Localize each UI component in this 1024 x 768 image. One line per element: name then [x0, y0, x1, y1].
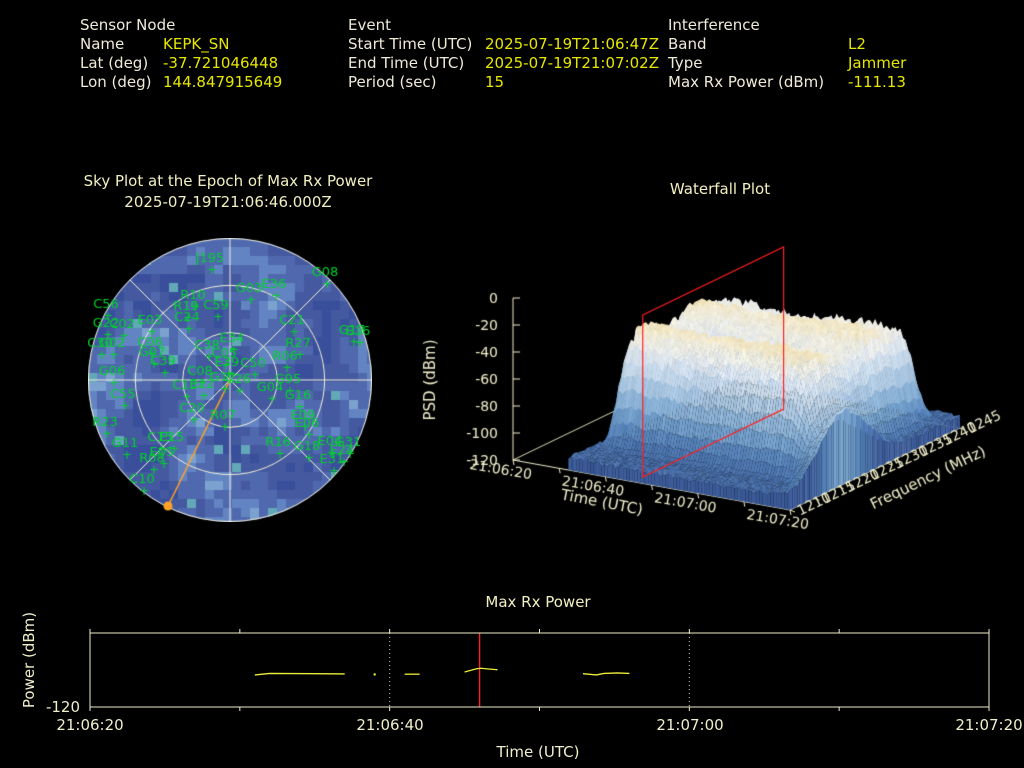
- event-start-label: Start Time (UTC): [348, 35, 473, 53]
- interference-band-value: L2: [848, 35, 866, 53]
- event-title: Event: [348, 16, 391, 34]
- power-xtick-2: 21:07:00: [656, 716, 724, 734]
- power-trace-segment: [464, 667, 498, 673]
- power-xtick-3: 21:07:20: [955, 716, 1023, 734]
- interference-band-label: Band: [668, 35, 707, 53]
- max-rx-power-title: Max Rx Power: [485, 593, 591, 611]
- sky-plot-title: Sky Plot at the Epoch of Max Rx Power: [83, 172, 373, 190]
- sensor-name-value: KEPK_SN: [163, 35, 230, 53]
- sky-plot-canvas: [88, 238, 372, 522]
- sensor-lon-value: 144.847915649: [163, 73, 283, 91]
- power-trace-segment: [582, 672, 630, 676]
- waterfall-title: Waterfall Plot: [669, 180, 771, 198]
- interference-title: Interference: [668, 16, 760, 34]
- event-end-value: 2025-07-19T21:07:02Z: [485, 54, 659, 72]
- power-ytick--120: -120: [45, 698, 80, 716]
- power-xtick-1: 21:06:40: [356, 716, 424, 734]
- waterfall-canvas: [420, 230, 1020, 540]
- plot-frame: [89, 632, 990, 708]
- power-x-axis-label: Time (UTC): [496, 743, 580, 761]
- event-end-label: End Time (UTC): [348, 54, 465, 72]
- interference-type-value: Jammer: [848, 54, 907, 72]
- sensor-lat-label: Lat (deg): [80, 54, 149, 72]
- sensor-node-title: Sensor Node: [80, 16, 176, 34]
- power-xtick-0: 21:06:20: [56, 716, 124, 734]
- sensor-lon-label: Lon (deg): [80, 73, 152, 91]
- power-trace-point: [373, 673, 376, 676]
- max-rx-power-svg: [89, 629, 990, 711]
- event-start-value: 2025-07-19T21:06:47Z: [485, 35, 659, 53]
- sky-plot-subtitle: 2025-07-19T21:06:46.000Z: [124, 193, 332, 211]
- event-period-value: 15: [485, 73, 505, 91]
- sensor-lat-value: -37.721046448: [163, 54, 279, 72]
- sensor-name-label: Name: [80, 35, 125, 53]
- power-trace-segment: [254, 672, 345, 676]
- interference-type-label: Type: [668, 54, 703, 72]
- interference-power-label: Max Rx Power (dBm): [668, 73, 825, 91]
- interference-power-value: -111.13: [848, 73, 906, 91]
- event-period-label: Period (sec): [348, 73, 437, 91]
